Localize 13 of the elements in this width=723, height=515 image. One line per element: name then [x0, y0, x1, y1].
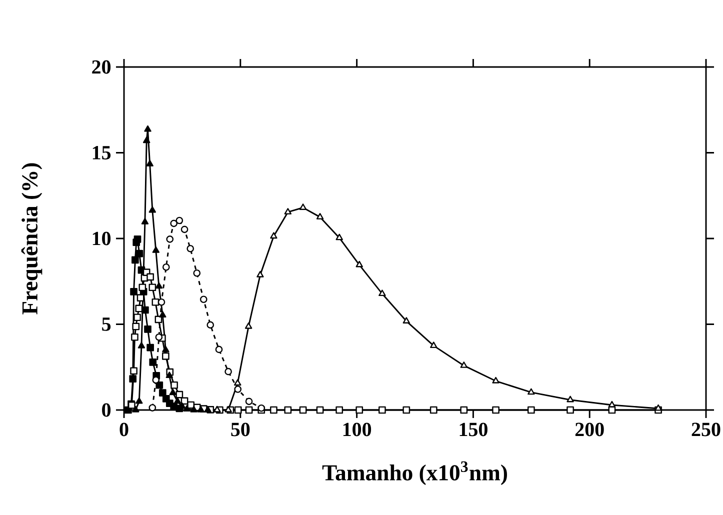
y-tick-label: 10	[92, 232, 111, 246]
y-tick-label: 0	[102, 403, 111, 417]
y-tick-label: 20	[92, 60, 111, 74]
x-tick-label: 150	[460, 422, 488, 436]
x-tick-label: 200	[575, 422, 604, 436]
x-tick-label: 250	[692, 422, 720, 436]
x-tick-label: 0	[120, 422, 128, 436]
y-tick-label: 5	[102, 318, 111, 331]
y-axis-title: Frequência (%)	[21, 163, 42, 314]
x-axis-title: Tamanho (x10$^{3}$nm)	[322, 461, 507, 486]
x-tick-label: 100	[343, 422, 372, 436]
x-tick-label: 50	[231, 422, 250, 436]
y-tick-label: 15	[92, 146, 111, 160]
